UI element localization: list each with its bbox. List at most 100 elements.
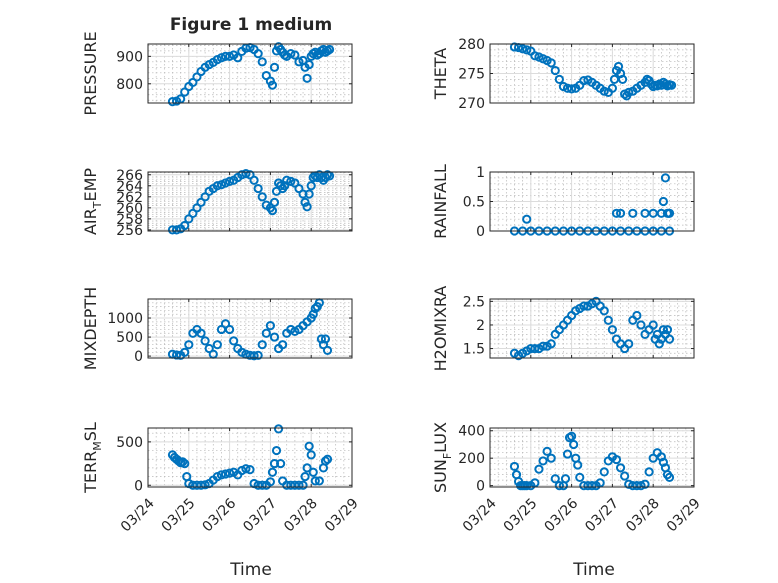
data-point — [212, 340, 222, 350]
data-point — [644, 467, 654, 477]
data-point — [196, 328, 206, 338]
data-point — [562, 449, 573, 459]
data-point — [286, 49, 296, 59]
data-point — [664, 472, 675, 482]
data-point — [550, 474, 560, 484]
x-tick-label: 03/28 — [281, 495, 321, 535]
data-point — [603, 315, 613, 325]
data-point — [200, 480, 210, 490]
data-point — [249, 351, 259, 361]
x-axis-label-left: Time — [229, 560, 272, 580]
x-tick-label: 03/27 — [582, 495, 622, 535]
data-point — [573, 460, 583, 470]
data-point — [579, 75, 589, 86]
data-point — [615, 208, 626, 218]
data-point — [322, 454, 333, 464]
data-point — [269, 197, 280, 207]
data-point — [607, 83, 618, 93]
data-point — [534, 464, 544, 474]
data-points — [509, 296, 675, 361]
data-point — [253, 49, 263, 59]
data-point — [560, 474, 571, 484]
data-point — [269, 458, 280, 469]
y-tick-label: 0 — [476, 479, 485, 495]
subplot-pressure: 800 900 PRESSURE — [81, 31, 353, 116]
data-point — [245, 465, 255, 475]
data-point — [302, 73, 312, 83]
data-point — [660, 173, 671, 183]
data-point — [196, 480, 206, 490]
data-point — [265, 477, 275, 487]
y-axis-label: SUNFLUX — [431, 422, 454, 493]
data-point — [257, 480, 267, 490]
axes-frame — [489, 298, 695, 359]
data-point — [302, 202, 312, 212]
data-point — [261, 328, 271, 338]
data-point — [167, 225, 178, 235]
data-point — [180, 347, 190, 357]
data-point — [308, 467, 318, 477]
data-point — [229, 336, 239, 346]
subplot-h2omixra: 1.5 2 2.5 H2OMIXRA — [431, 286, 695, 372]
data-point — [550, 65, 560, 76]
subplot-sun_flux: 0 200 400 03/24 03/25 03/26 03/27 03/28 03/29 SUN… — [431, 422, 704, 535]
data-point — [253, 350, 263, 360]
y-tick-label: 280 — [458, 37, 485, 53]
x-tick-label: 03/25 — [159, 495, 199, 535]
y-tick-label: 800 — [116, 77, 143, 93]
x-tick-label: 03/26 — [200, 495, 240, 535]
data-point — [542, 446, 552, 456]
data-point — [654, 339, 664, 349]
data-point — [530, 51, 540, 61]
data-point — [664, 208, 675, 218]
subplot-terr_msl: 0 500 03/24 03/25 03/26 03/27 03/28 03/29 TERRMS… — [81, 422, 362, 535]
y-tick-label: 275 — [458, 67, 485, 83]
data-point — [624, 479, 634, 489]
y-tick-label: 1000 — [107, 311, 143, 327]
y-tick-label: 0 — [134, 478, 143, 494]
subplot-mixdepth: 0 500 1000 MIXDEPTH — [81, 287, 353, 370]
data-point — [538, 456, 548, 466]
axes-frame — [489, 43, 695, 104]
data-point — [216, 470, 227, 480]
data-point — [324, 44, 335, 55]
x-tick-label: 03/28 — [623, 495, 663, 535]
data-point — [276, 458, 286, 469]
axes-frame — [147, 43, 353, 104]
data-point — [611, 208, 622, 218]
data-points — [509, 431, 675, 491]
x-tick-label: 03/27 — [240, 495, 280, 535]
axes-frame — [147, 427, 353, 488]
data-point — [180, 458, 190, 469]
y-tick-label: 264 — [116, 179, 143, 195]
data-point — [579, 301, 589, 311]
data-point — [306, 450, 316, 460]
x-tick-label: 03/24 — [460, 495, 500, 535]
data-point — [658, 325, 669, 335]
y-tick-label: 400 — [458, 424, 485, 440]
data-point — [530, 343, 540, 354]
data-point — [171, 225, 182, 235]
y-axis-label: THETA — [431, 48, 450, 100]
data-point — [546, 453, 556, 463]
data-point — [269, 332, 280, 342]
data-point — [314, 476, 324, 486]
y-axis-label: H2OMIXRA — [431, 286, 450, 372]
y-axis-label: MIXDEPTH — [81, 287, 100, 370]
data-point — [615, 463, 626, 473]
data-point — [648, 320, 658, 330]
data-point — [253, 183, 263, 194]
data-point — [522, 481, 532, 491]
figure-title: Figure 1 medium — [170, 15, 332, 35]
data-point — [300, 197, 310, 207]
data-point — [509, 42, 520, 52]
y-tick-label: 258 — [116, 212, 143, 228]
y-axis-label: TERRMSL — [81, 422, 104, 494]
x-axis-label-right: Time — [572, 560, 615, 580]
y-axis-label: PRESSURE — [81, 31, 100, 115]
axes-frame — [147, 171, 353, 232]
x-tick-label: 03/29 — [664, 495, 704, 535]
data-point — [666, 80, 677, 90]
data-point — [171, 350, 182, 360]
